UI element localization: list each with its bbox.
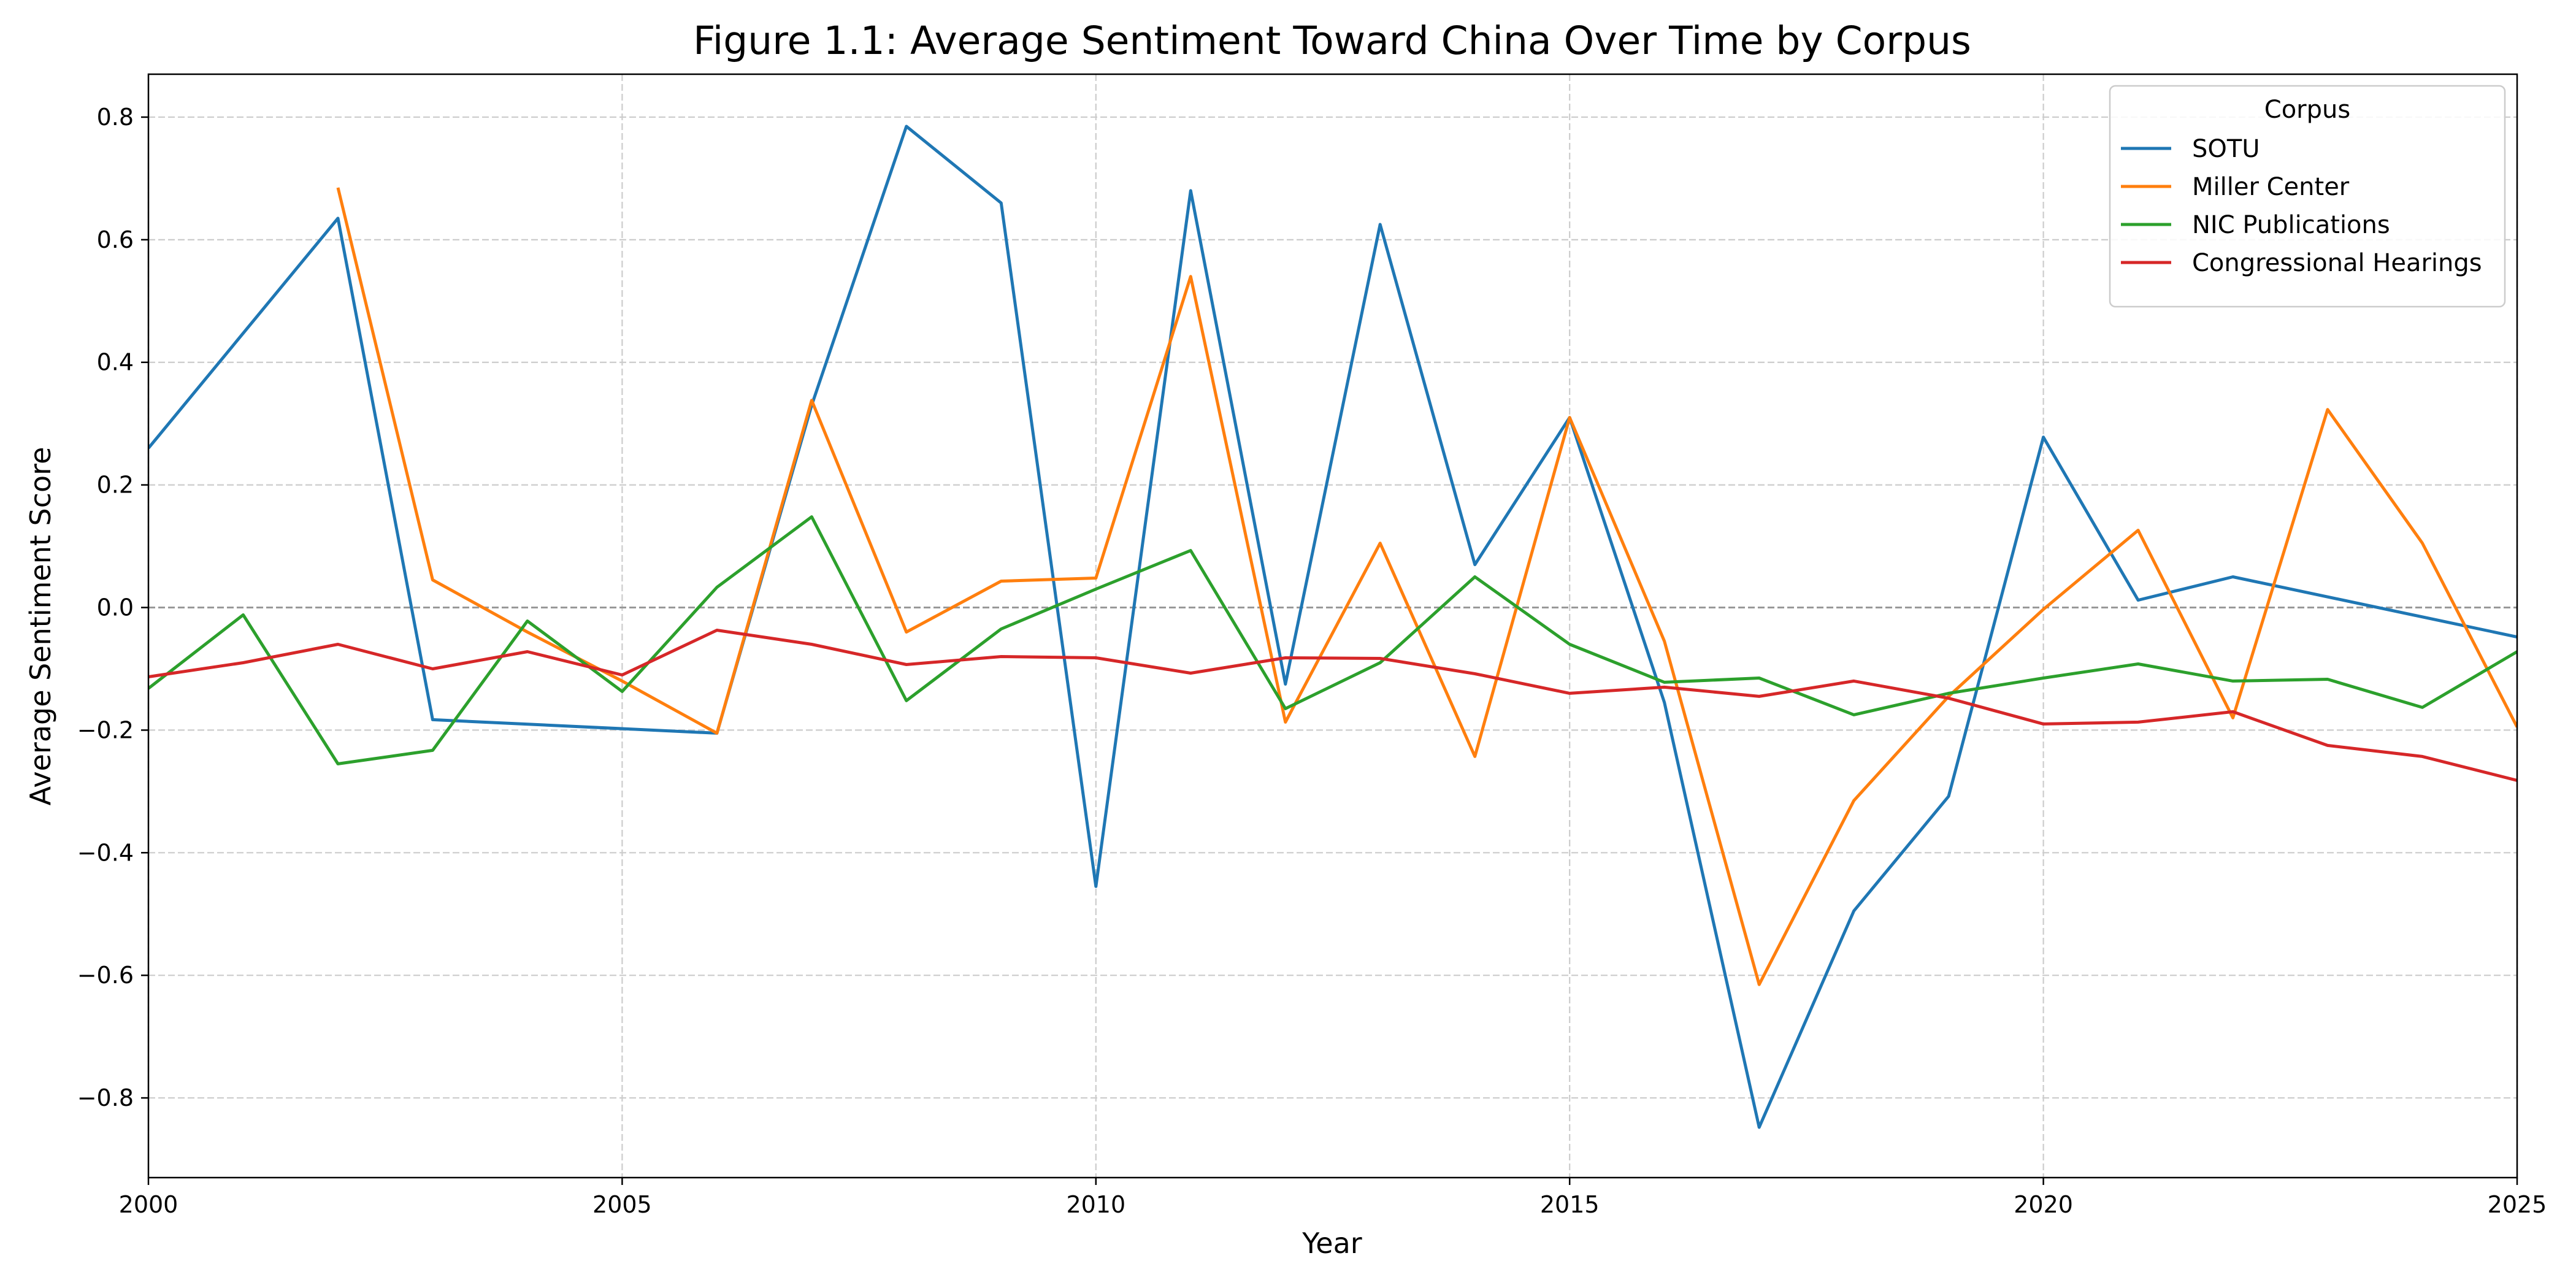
y-tick-label: −0.8 xyxy=(77,1084,134,1111)
series-line-nic-publications xyxy=(148,515,2517,765)
series-line-miller-center xyxy=(336,187,2517,986)
chart-title: Figure 1.1: Average Sentiment Toward Chi… xyxy=(693,18,1971,63)
y-tick-label: 0.8 xyxy=(97,104,134,131)
legend-label: Miller Center xyxy=(2192,173,2350,201)
x-tick-label: 2005 xyxy=(592,1191,652,1218)
y-tick-label: 0.6 xyxy=(97,226,134,253)
y-tick-label: −0.2 xyxy=(77,716,134,743)
x-axis-label: Year xyxy=(1301,1227,1362,1260)
y-axis-label: Average Sentiment Score xyxy=(24,447,57,806)
legend-label: SOTU xyxy=(2192,135,2260,163)
legend-label: NIC Publications xyxy=(2192,211,2390,239)
y-tick-label: 0.4 xyxy=(97,349,134,376)
series-line-congressional-hearings xyxy=(148,629,2517,782)
legend-title: Corpus xyxy=(2264,96,2350,124)
y-tick-label: −0.6 xyxy=(77,962,134,989)
y-tick-label: −0.4 xyxy=(77,839,134,866)
y-tick-label: 0.2 xyxy=(97,472,134,499)
x-tick-label: 2000 xyxy=(119,1191,178,1218)
x-tick-label: 2020 xyxy=(2014,1191,2073,1218)
legend-box xyxy=(2109,85,2506,308)
x-tick-label: 2025 xyxy=(2488,1191,2547,1218)
axes-frame xyxy=(147,73,2518,1179)
x-tick-label: 2015 xyxy=(1540,1191,1600,1218)
y-tick-label: 0.0 xyxy=(97,594,134,621)
x-tick-label: 2010 xyxy=(1066,1191,1125,1218)
legend-label: Congressional Hearings xyxy=(2192,249,2482,277)
